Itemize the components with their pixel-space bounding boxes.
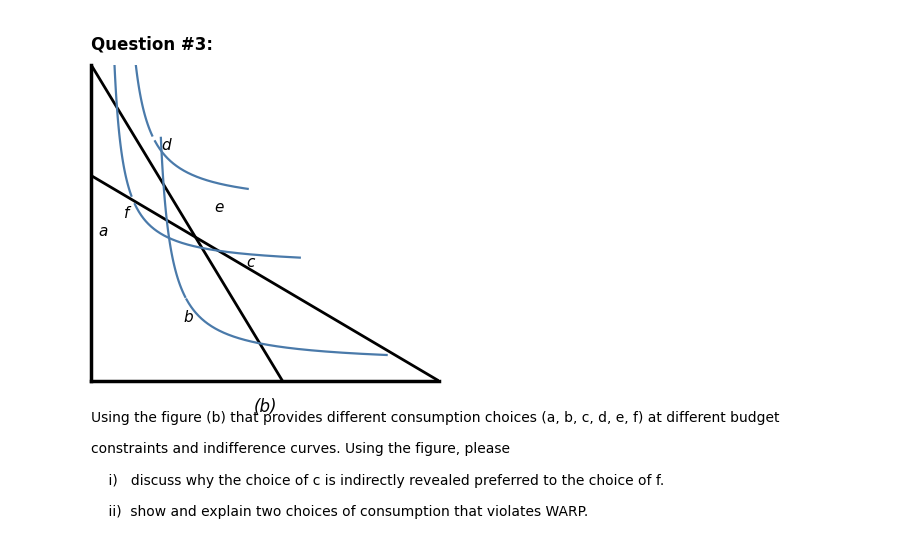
Text: d: d [161, 139, 171, 153]
Text: ii)  show and explain two choices of consumption that violates WARP.: ii) show and explain two choices of cons… [91, 505, 589, 520]
Text: Using the figure (b) that provides different consumption choices (a, b, c, d, e,: Using the figure (b) that provides diffe… [91, 411, 780, 425]
Text: f: f [124, 206, 130, 221]
Text: constraints and indifference curves. Using the figure, please: constraints and indifference curves. Usi… [91, 442, 510, 456]
Text: c: c [246, 255, 254, 270]
Text: Question #3:: Question #3: [91, 35, 213, 53]
Text: a: a [99, 224, 108, 239]
Text: (b): (b) [253, 398, 277, 416]
Text: b: b [184, 311, 193, 325]
Text: i)   discuss why the choice of c is indirectly revealed preferred to the choice : i) discuss why the choice of c is indire… [91, 474, 664, 488]
Text: e: e [215, 200, 224, 215]
